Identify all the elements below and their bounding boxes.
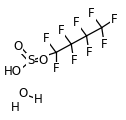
Text: HO: HO — [4, 65, 22, 78]
Text: F: F — [111, 13, 118, 26]
Text: O: O — [18, 87, 28, 100]
Text: H: H — [34, 93, 43, 106]
Text: O: O — [39, 54, 48, 67]
Text: F: F — [88, 7, 95, 20]
Text: F: F — [73, 16, 80, 29]
Text: F: F — [101, 38, 108, 51]
Text: O: O — [13, 65, 23, 78]
Text: S: S — [27, 54, 34, 67]
Text: F: F — [58, 24, 64, 37]
Text: F: F — [43, 32, 49, 45]
Text: F: F — [86, 46, 92, 59]
Text: F: F — [70, 54, 77, 67]
Text: O: O — [13, 40, 23, 53]
Text: H: H — [11, 101, 20, 114]
Text: F: F — [53, 63, 59, 75]
